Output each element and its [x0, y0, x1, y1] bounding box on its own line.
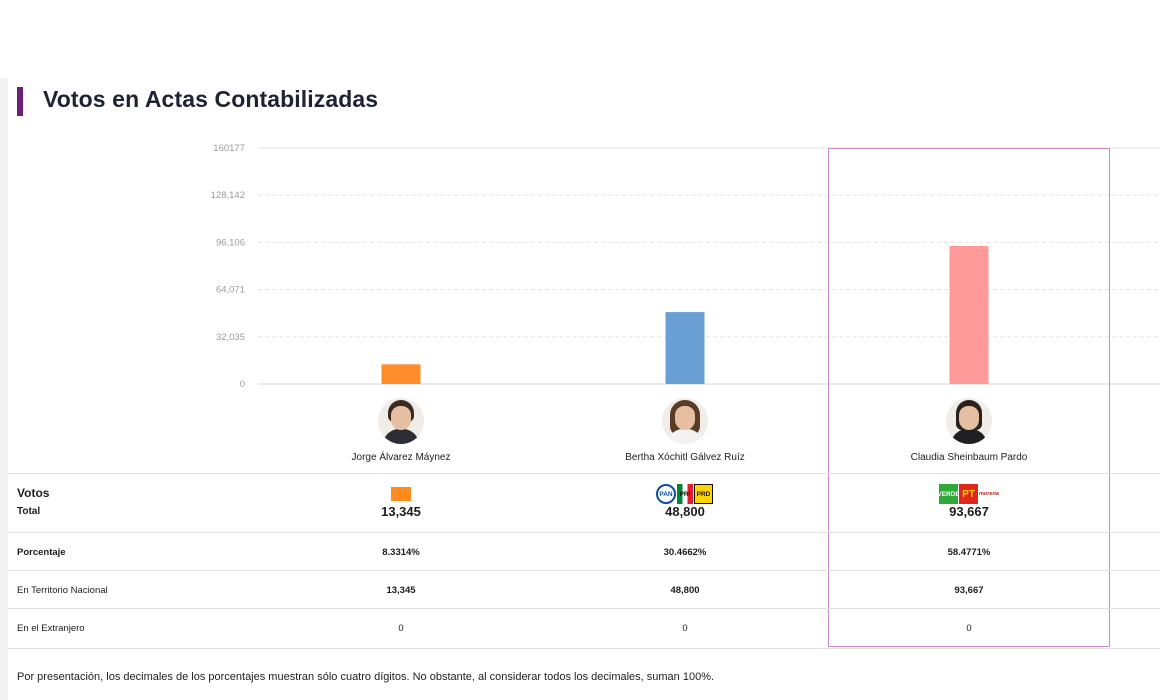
percentage-2: 30.4662% — [663, 547, 707, 558]
candidate-photo — [378, 398, 424, 444]
abroad-votes-2: 0 — [682, 623, 688, 634]
national-votes-2: 48,800 — [670, 585, 700, 596]
candidate-photo — [946, 398, 992, 444]
porcentaje-label: Porcentaje — [17, 547, 66, 558]
table-divider — [8, 532, 1160, 533]
candidate-header-2[interactable]: Bertha Xóchitl Gálvez Ruíz — [585, 398, 785, 463]
abroad-votes-1: 0 — [398, 623, 404, 634]
total-label: Total — [17, 506, 41, 517]
footnote: Por presentación, los decimales de los p… — [17, 671, 715, 683]
candidate-photo — [662, 398, 708, 444]
prd-logo-icon: PRD — [694, 484, 713, 504]
pt-logo-icon: PT — [959, 484, 978, 504]
party-logos-2: PAN PRI PRD — [656, 484, 713, 505]
y-tick-label: 160177 — [213, 143, 245, 154]
votos-label: Votos — [17, 486, 50, 500]
page-edge-strip — [0, 78, 8, 700]
total-votes-2: 48,800 — [665, 504, 705, 519]
abroad-votes-3: 0 — [966, 623, 972, 634]
candidate-name: Claudia Sheinbaum Pardo — [910, 452, 1028, 463]
table-divider — [8, 570, 1160, 571]
extranjero-label: En el Extranjero — [17, 623, 85, 634]
party-logos-1 — [391, 484, 411, 505]
y-tick-label: 128,142 — [211, 190, 245, 201]
pri-logo-icon: PRI — [677, 484, 693, 504]
total-votes-3: 93,667 — [949, 504, 989, 519]
title-accent-bar — [17, 87, 23, 116]
y-tick-label: 64,071 — [216, 285, 245, 296]
bar-3[interactable] — [949, 245, 989, 384]
total-votes-1: 13,345 — [381, 504, 421, 519]
y-tick-label: 32,035 — [216, 332, 245, 343]
bar-1[interactable] — [381, 364, 421, 384]
movimiento-ciudadano-logo-icon — [391, 487, 411, 501]
percentage-3: 58.4771% — [947, 547, 991, 558]
page-title: Votos en Actas Contabilizadas — [43, 86, 379, 112]
territorio-nacional-label: En Territorio Nacional — [17, 585, 108, 596]
candidate-header-1[interactable]: Jorge Álvarez Máynez — [301, 398, 501, 463]
pan-logo-icon: PAN — [656, 484, 676, 504]
candidate-name: Bertha Xóchitl Gálvez Ruíz — [625, 452, 745, 463]
morena-logo-icon: morena — [979, 484, 999, 504]
national-votes-1: 13,345 — [386, 585, 416, 596]
table-divider — [8, 648, 1160, 649]
national-votes-3: 93,667 — [954, 585, 984, 596]
table-divider — [8, 473, 1160, 474]
y-tick-label: 96,106 — [216, 237, 245, 248]
pvem-logo-icon: VERDE — [937, 484, 960, 504]
candidate-header-3[interactable]: Claudia Sheinbaum Pardo — [869, 398, 1069, 463]
table-divider — [8, 608, 1160, 609]
party-logos-3: VERDE PT morena — [937, 484, 999, 505]
candidate-name: Jorge Álvarez Máynez — [351, 452, 451, 463]
bar-2[interactable] — [665, 312, 705, 384]
y-tick-label: 0 — [240, 379, 245, 390]
percentage-1: 8.3314% — [382, 547, 420, 558]
